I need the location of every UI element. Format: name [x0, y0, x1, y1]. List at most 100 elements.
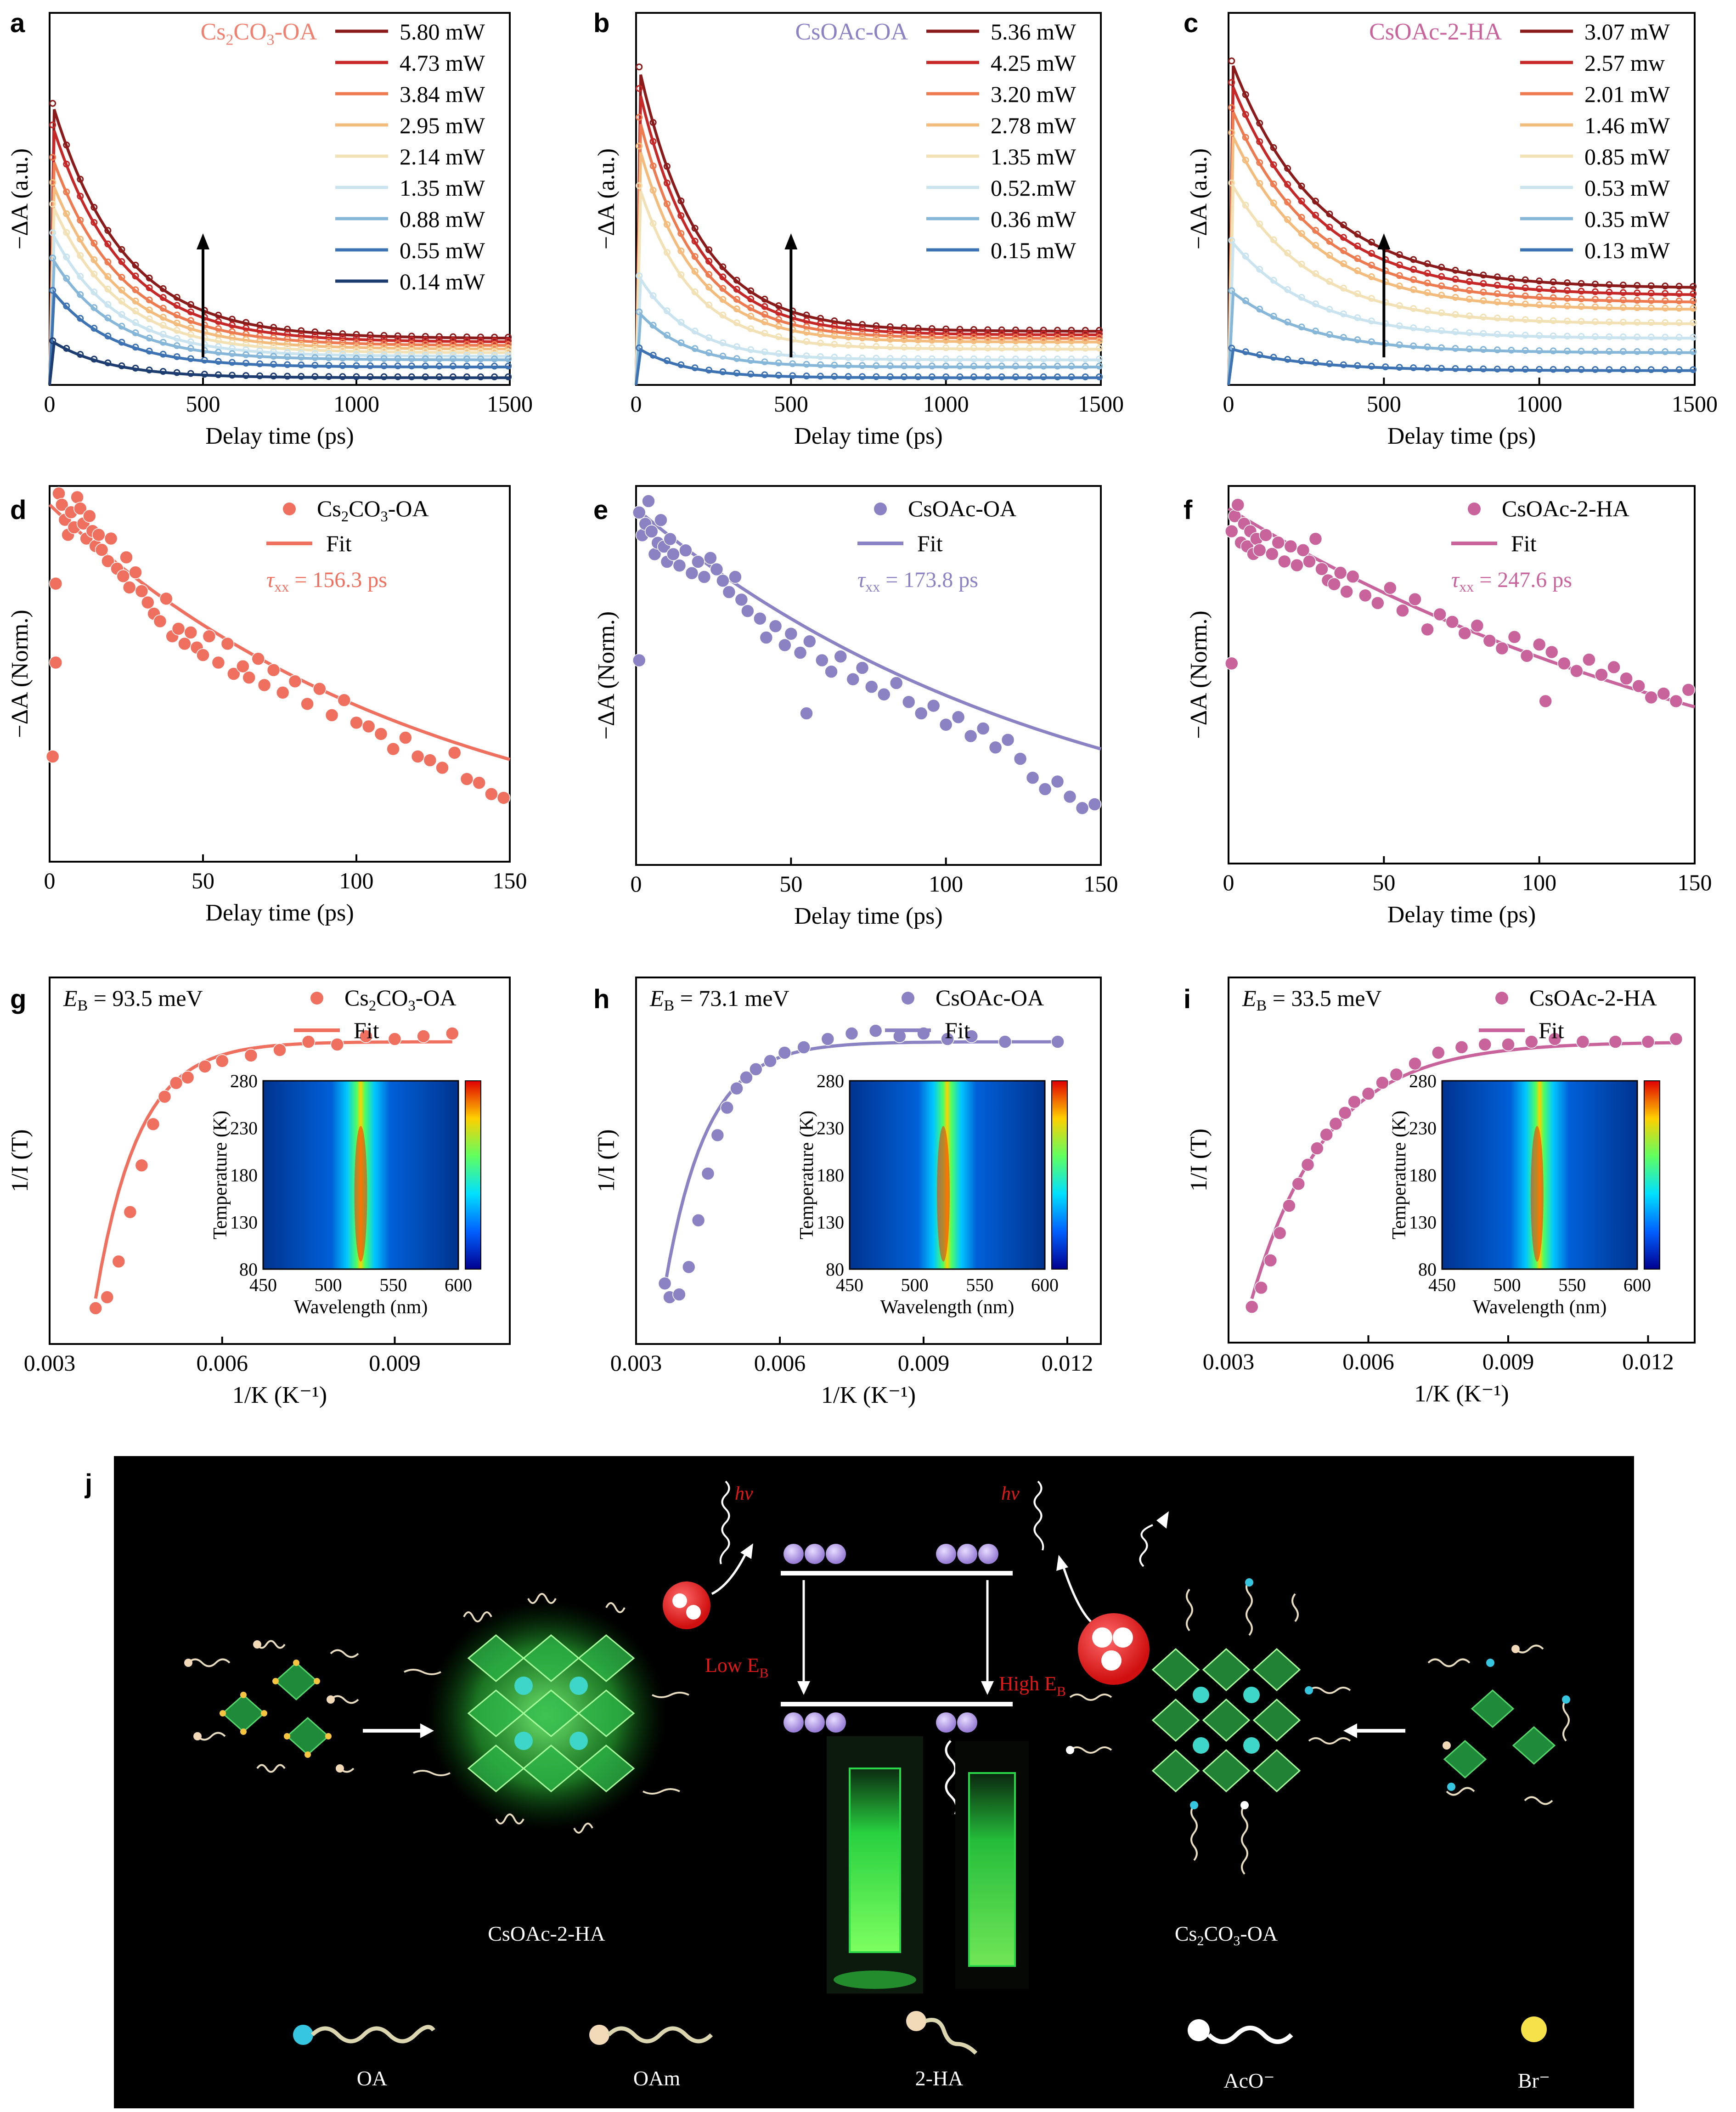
- data-point: [1480, 330, 1487, 337]
- x-tick-label: 0: [631, 871, 642, 897]
- data-point: [679, 543, 693, 557]
- data-point: [173, 327, 180, 334]
- data-point: [1536, 316, 1543, 324]
- data-point: [435, 761, 449, 775]
- data-point: [859, 334, 866, 342]
- data-point: [901, 336, 908, 343]
- data-point: [311, 328, 319, 336]
- data-point: [449, 340, 457, 348]
- data-point: [1026, 327, 1033, 334]
- data-point: [1564, 347, 1571, 355]
- data-point: [1465, 287, 1473, 294]
- data-point: [104, 258, 112, 265]
- data-point: [663, 332, 671, 339]
- data-point: [104, 227, 112, 234]
- series-line: [1227, 136, 1695, 385]
- power-arrow-head: [784, 233, 798, 249]
- data-point: [491, 362, 498, 370]
- data-point: [1256, 119, 1263, 127]
- data-point: [658, 1276, 672, 1290]
- data-point: [1012, 337, 1019, 344]
- data-point: [90, 271, 98, 278]
- data-point: [797, 1040, 811, 1054]
- data-point: [49, 200, 56, 208]
- right-excitation: hv High EB: [999, 1480, 1169, 1699]
- data-point: [366, 335, 374, 343]
- data-point: [298, 332, 305, 339]
- data-point: [477, 355, 485, 362]
- data-point: [1242, 202, 1249, 209]
- data-point: [1410, 305, 1417, 312]
- data-point: [1315, 562, 1329, 576]
- data-point: [1354, 290, 1361, 297]
- data-point: [273, 1043, 287, 1057]
- legend-entry: 1.35 mW: [400, 175, 485, 201]
- data-point: [339, 346, 346, 354]
- data-point: [449, 351, 457, 359]
- data-point: [146, 296, 153, 304]
- data-point: [463, 362, 470, 370]
- data-point: [187, 331, 194, 338]
- x-tick-label: 500: [186, 391, 220, 417]
- data-point: [642, 494, 655, 508]
- data-point: [477, 351, 485, 359]
- data-point: [984, 362, 992, 370]
- data-point: [733, 319, 740, 327]
- series-line: [48, 186, 510, 385]
- plot-frame: [49, 485, 511, 863]
- data-point: [1396, 282, 1403, 290]
- inset-x-tick-label: 550: [379, 1275, 407, 1295]
- data-point: [984, 337, 992, 344]
- data-point: [1054, 344, 1061, 352]
- data-point: [339, 373, 346, 380]
- plot-frame: [49, 977, 511, 1345]
- legend-entry: 1.35 mW: [991, 144, 1077, 169]
- left-precursor-cluster: [184, 1640, 359, 1773]
- data-point: [1690, 305, 1697, 312]
- data-point: [1522, 284, 1529, 292]
- series-line: [635, 347, 1101, 385]
- data-point: [1669, 694, 1683, 708]
- data-point: [477, 348, 485, 356]
- data-point: [90, 203, 98, 211]
- data-point: [846, 672, 860, 686]
- data-point: [1254, 1281, 1268, 1295]
- data-point: [1265, 547, 1279, 561]
- data-point: [1368, 295, 1375, 302]
- data-point: [1333, 566, 1347, 580]
- data-point: [775, 316, 782, 323]
- data-point: [1326, 224, 1333, 231]
- panel-letter-c: c: [1184, 8, 1198, 38]
- data-point: [1662, 333, 1669, 341]
- data-point: [187, 344, 194, 352]
- data-point: [132, 286, 139, 294]
- data-point: [747, 287, 755, 294]
- x-tick-label: 1000: [923, 391, 969, 417]
- data-point: [1312, 227, 1319, 234]
- data-point: [1619, 304, 1627, 311]
- data-point: [1690, 366, 1697, 373]
- data-point: [214, 358, 222, 365]
- data-point: [701, 1167, 715, 1180]
- data-point: [1396, 341, 1403, 349]
- svg-text:OAm: OAm: [633, 2067, 680, 2090]
- data-point: [1690, 297, 1697, 305]
- data-point: [411, 750, 425, 763]
- data-point: [1644, 690, 1658, 705]
- panel-letter-a: a: [10, 8, 25, 38]
- data-point: [118, 298, 125, 305]
- data-point: [1054, 330, 1061, 338]
- data-point: [1536, 293, 1543, 300]
- low-eb-label: Low EB: [705, 1654, 769, 1681]
- data-point: [815, 653, 829, 667]
- data-point: [1424, 289, 1431, 296]
- data-point: [747, 370, 755, 378]
- data-point: [1619, 318, 1627, 326]
- series-line: [48, 340, 510, 385]
- y-axis-label: −ΔA (a.u.): [7, 148, 33, 249]
- data-point: [1438, 365, 1445, 372]
- series-line: [48, 289, 510, 385]
- x-tick-label: 0: [44, 868, 56, 893]
- data-point: [119, 550, 133, 565]
- data-point: [873, 335, 880, 342]
